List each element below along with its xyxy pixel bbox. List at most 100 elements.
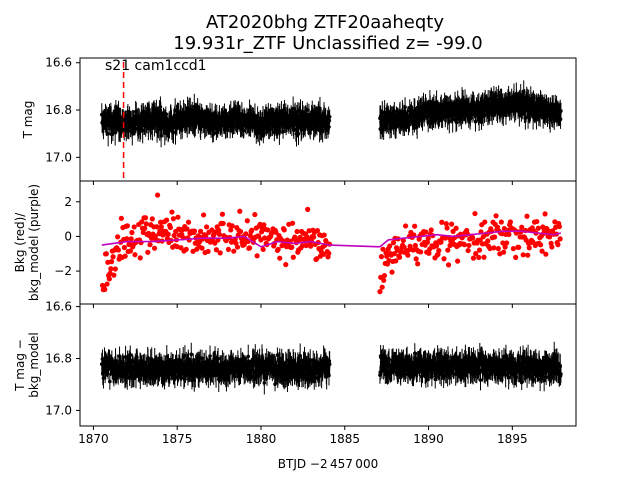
panel-middle-ytick-label: 0: [64, 229, 72, 243]
panel-middle-point: [183, 246, 189, 252]
panel-middle-point: [425, 235, 431, 242]
panel-middle-point: [216, 227, 222, 233]
panel-middle-point: [128, 236, 134, 242]
panel-middle-point: [407, 243, 413, 249]
panel-middle-point: [519, 224, 525, 230]
panel-middle-point: [217, 250, 223, 256]
panel-middle-point: [308, 243, 314, 249]
panel-middle-point: [237, 208, 243, 214]
panel-middle-point: [445, 262, 452, 268]
panels-group: 16.6 16.8 17.0 T mag 2 0 −2 Bkg (red)/bkg_model…: [13, 56, 577, 446]
panel-middle-point: [205, 248, 211, 255]
panel-middle-point: [199, 245, 205, 251]
panel-middle-point: [507, 219, 513, 225]
panel-top-point: [296, 132, 301, 136]
panel-top-point: [558, 117, 563, 122]
panel-middle-point: [121, 244, 128, 251]
panel-middle-point: [220, 220, 226, 227]
panel-middle-point: [448, 221, 455, 227]
panel-middle-ytick-label: 2: [64, 195, 72, 209]
panel-middle-point: [525, 252, 531, 258]
panel-middle-point: [389, 269, 395, 275]
panel-middle-point: [433, 243, 440, 249]
panel-top-point: [327, 114, 332, 119]
panel-middle: 2 0 −2 Bkg (red)/bkg_model (purple): [13, 180, 577, 308]
panel-top-plot-area: [99, 80, 563, 148]
panel-middle-point: [203, 233, 209, 239]
panel-middle-point: [443, 221, 449, 227]
panel-middle-point: [110, 254, 116, 260]
panel-middle-point: [377, 289, 383, 295]
panel-middle-point: [482, 219, 488, 225]
panel-middle-point: [398, 249, 404, 255]
panel-middle-point: [289, 220, 296, 226]
panel-middle-point: [127, 248, 134, 254]
panel-middle-point: [445, 247, 451, 253]
chart-title-line1: AT2020bhg ZTF20aaheqty: [206, 12, 444, 33]
panel-top-ytick-label: 17.0: [45, 150, 72, 164]
panel-top-point: [403, 105, 407, 110]
panel-bottom-point: [189, 352, 194, 357]
panel-middle-point: [191, 228, 198, 234]
panel-middle-point: [380, 246, 386, 252]
panel-middle-point: [142, 225, 148, 232]
panel-middle-point: [493, 213, 499, 219]
panel-middle-point: [549, 244, 555, 250]
panel-middle-point: [555, 242, 561, 248]
panel-middle-point: [461, 242, 467, 248]
panel-middle-point: [506, 231, 512, 238]
panel-middle-point: [158, 224, 164, 230]
panel-middle-point: [115, 234, 121, 240]
panel-middle-point: [256, 233, 262, 239]
panel-middle-point: [504, 240, 510, 246]
panel-middle-point: [170, 216, 177, 222]
panel-middle-point: [413, 256, 419, 262]
panel-middle-series-0-segment-1: [377, 210, 563, 295]
panel-middle-point: [321, 232, 327, 238]
panel-middle-point: [542, 211, 548, 217]
panel-middle-point: [402, 223, 409, 229]
panel-middle-point: [485, 238, 491, 244]
panel-middle-point: [243, 231, 249, 237]
panel-middle-point: [442, 235, 449, 241]
panel-middle-point: [428, 227, 434, 233]
panel-middle-point: [131, 224, 137, 230]
panel-middle-point: [122, 253, 128, 259]
panel-bottom-series-0-segment-1: [378, 341, 563, 392]
panel-middle-point: [225, 246, 232, 252]
panel-top-series-0-segment-0: [99, 93, 332, 148]
panel-middle-point: [290, 254, 296, 260]
panel-middle-point: [154, 192, 161, 198]
panel-middle-series-1-line-0: [101, 235, 380, 248]
panel-middle-point: [470, 235, 476, 241]
panel-middle-point: [513, 254, 519, 260]
panel-middle-point: [466, 242, 472, 249]
panel-middle-point: [495, 246, 501, 252]
panel-middle-plot-area: [99, 192, 563, 295]
panel-top-point: [106, 132, 110, 136]
panel-middle-point: [423, 229, 429, 235]
panel-middle-point: [124, 223, 131, 229]
panel-middle-point: [491, 245, 497, 251]
panel-middle-point: [476, 254, 482, 261]
panel-middle-point: [396, 254, 403, 260]
panel-bottom-point: [327, 362, 332, 366]
panel-middle-point: [441, 256, 447, 262]
panel-middle-point: [132, 252, 138, 258]
panel-middle-point: [157, 228, 163, 234]
panel-middle-point: [400, 237, 406, 244]
panel-bottom-point: [275, 353, 280, 357]
panel-middle-point: [390, 240, 397, 246]
panel-top-point: [392, 109, 397, 113]
panel-middle-point: [147, 242, 153, 248]
panel-middle-point: [254, 253, 260, 259]
panel-middle-point: [149, 216, 155, 222]
panel-top-point: [559, 109, 563, 113]
panel-top-ytick-label: 16.6: [45, 56, 72, 70]
panel-middle-point: [311, 234, 317, 240]
panel-bottom-plot-area: [99, 341, 563, 395]
panel-middle-point: [401, 244, 407, 250]
panel-middle-point: [184, 226, 190, 232]
panel-middle-point: [102, 286, 108, 293]
